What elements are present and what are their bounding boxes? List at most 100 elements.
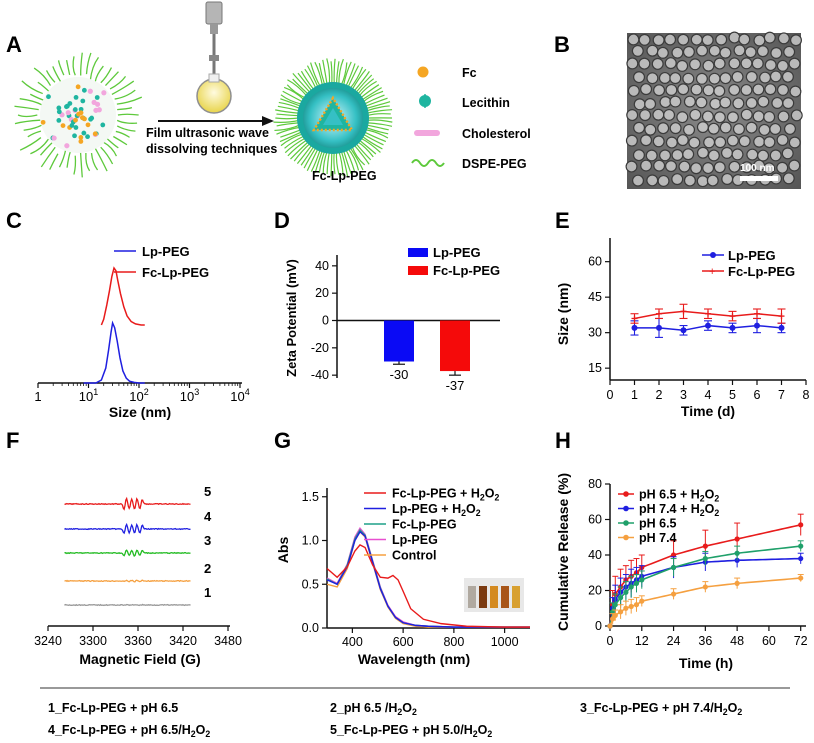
tem-particle (690, 162, 703, 175)
g-y-tick-label: 1.5 (302, 490, 319, 504)
g-legend-label-text: Lp-PEG (392, 533, 438, 547)
h-legend-label-text: pH 6.5 (639, 517, 677, 531)
tem-particle (688, 136, 701, 149)
peg-chain (279, 131, 303, 143)
d-legend: Lp-PEG Fc-Lp-PEG (408, 245, 500, 278)
h-x-tick-label: 0 (607, 634, 614, 648)
tem-particle (638, 57, 651, 70)
peg-chain (37, 81, 50, 92)
h-point (633, 602, 640, 608)
f-spectrum-label: 4 (204, 509, 212, 524)
process-label-line1: Film ultrasonic wave (146, 126, 269, 140)
peg-chain (14, 105, 39, 111)
component-dot (96, 107, 102, 113)
component-dot (64, 103, 70, 109)
e-legend-marker-fc: + (709, 266, 715, 278)
tem-particle (671, 46, 684, 59)
c-x-tick-base: 10 (230, 389, 244, 404)
peg-chain (14, 119, 41, 125)
peg-chain (45, 70, 56, 83)
peg-chain (366, 109, 393, 114)
e-x-tick-label: 2 (656, 388, 663, 402)
peg-chain (330, 61, 333, 85)
inner-triangle (323, 108, 343, 125)
d-legend-swatch-lp (408, 248, 428, 257)
peg-chain (102, 141, 118, 157)
tem-particle (757, 149, 770, 162)
lecithin-icon (419, 94, 431, 108)
tem-particle (708, 72, 721, 85)
component-dot (94, 95, 100, 100)
h-x-label: Time (h) (679, 655, 733, 671)
tem-particle (728, 83, 741, 96)
e-marker-lp-peg (656, 324, 662, 331)
f-spectrum-label: 5 (204, 484, 211, 499)
tem-particle (652, 34, 665, 47)
footer-legend-item-text: 5_Fc-Lp-PEG + pH 5.0/H (330, 723, 473, 737)
peg-chain (115, 130, 130, 138)
component-dot (73, 125, 79, 130)
c-curve-lp-peg (83, 320, 145, 384)
h-legend-marker (623, 534, 629, 541)
tem-particle (769, 70, 782, 83)
tem-particle (788, 136, 801, 149)
tem-particle (683, 95, 696, 108)
tem-particle (771, 96, 784, 109)
h-series (607, 513, 804, 629)
tem-particle (789, 34, 802, 47)
tem-particle (659, 149, 672, 162)
peg-chain (116, 125, 136, 132)
panel-d-zeta: D -40 -20 0 20 40 -30 -37 Zeta Potential (mV)… (274, 208, 500, 393)
component-dot (72, 107, 78, 112)
tem-particle (753, 135, 766, 148)
footer-legend-item: 1_Fc-Lp-PEG + pH 6.5 (48, 701, 178, 715)
tem-particle (682, 72, 695, 85)
c-x-tick-label: 1 (34, 389, 41, 404)
tem-particle (632, 174, 645, 187)
e-y-tick-label: 60 (588, 255, 602, 269)
h-point (734, 550, 740, 556)
panel-letter-h: H (555, 428, 571, 453)
tem-particle (640, 83, 653, 96)
tem-particle (644, 97, 657, 110)
e-x-tick-label: 4 (705, 388, 712, 402)
h-legend-marker (623, 491, 629, 497)
tem-particle (726, 134, 739, 147)
f-spectrum-3 (64, 549, 191, 558)
panel-a-schematic: A Film ultrasonic wave dissolving techni… (6, 1, 531, 183)
tem-particle (664, 57, 677, 70)
component-dot (89, 115, 95, 121)
tem-particle (702, 59, 715, 72)
peg-chain (365, 126, 389, 135)
tem-particle (719, 96, 732, 109)
f-x-tick-label: 3480 (214, 634, 242, 648)
tem-particle (753, 34, 766, 47)
tem-particle (715, 33, 728, 46)
h-legend-label-mid: O (705, 502, 715, 516)
c-x-tick-base: 10 (79, 389, 93, 404)
footer-legend-item-sub: 2 (397, 707, 402, 717)
g-y-tick-label: 0.5 (302, 577, 319, 591)
footer-legend-item-sub2: 2 (412, 707, 417, 717)
tem-particle (788, 159, 801, 172)
c-x-label: Size (nm) (109, 404, 171, 420)
component-dot (78, 135, 84, 140)
d-y-label: Zeta Potential (mV) (284, 259, 299, 377)
h-point (639, 598, 645, 604)
component-dot (85, 122, 91, 128)
peg-chain (276, 122, 300, 127)
g-x-tick-label: 600 (393, 635, 414, 649)
h-legend-label: pH 7.4 (639, 531, 677, 545)
h-point (639, 577, 645, 583)
tem-particle (653, 159, 666, 172)
footer-legend-item: 2_pH 6.5 /H2O2 (330, 701, 417, 717)
component-dot (69, 123, 75, 128)
fc-dot-icon (417, 66, 429, 78)
h-point (734, 536, 740, 542)
e-y-tick-label: 45 (588, 290, 602, 304)
tem-particle (665, 83, 678, 96)
tem-particle (682, 45, 695, 58)
component-dot (46, 94, 51, 100)
tem-particle (644, 123, 657, 136)
